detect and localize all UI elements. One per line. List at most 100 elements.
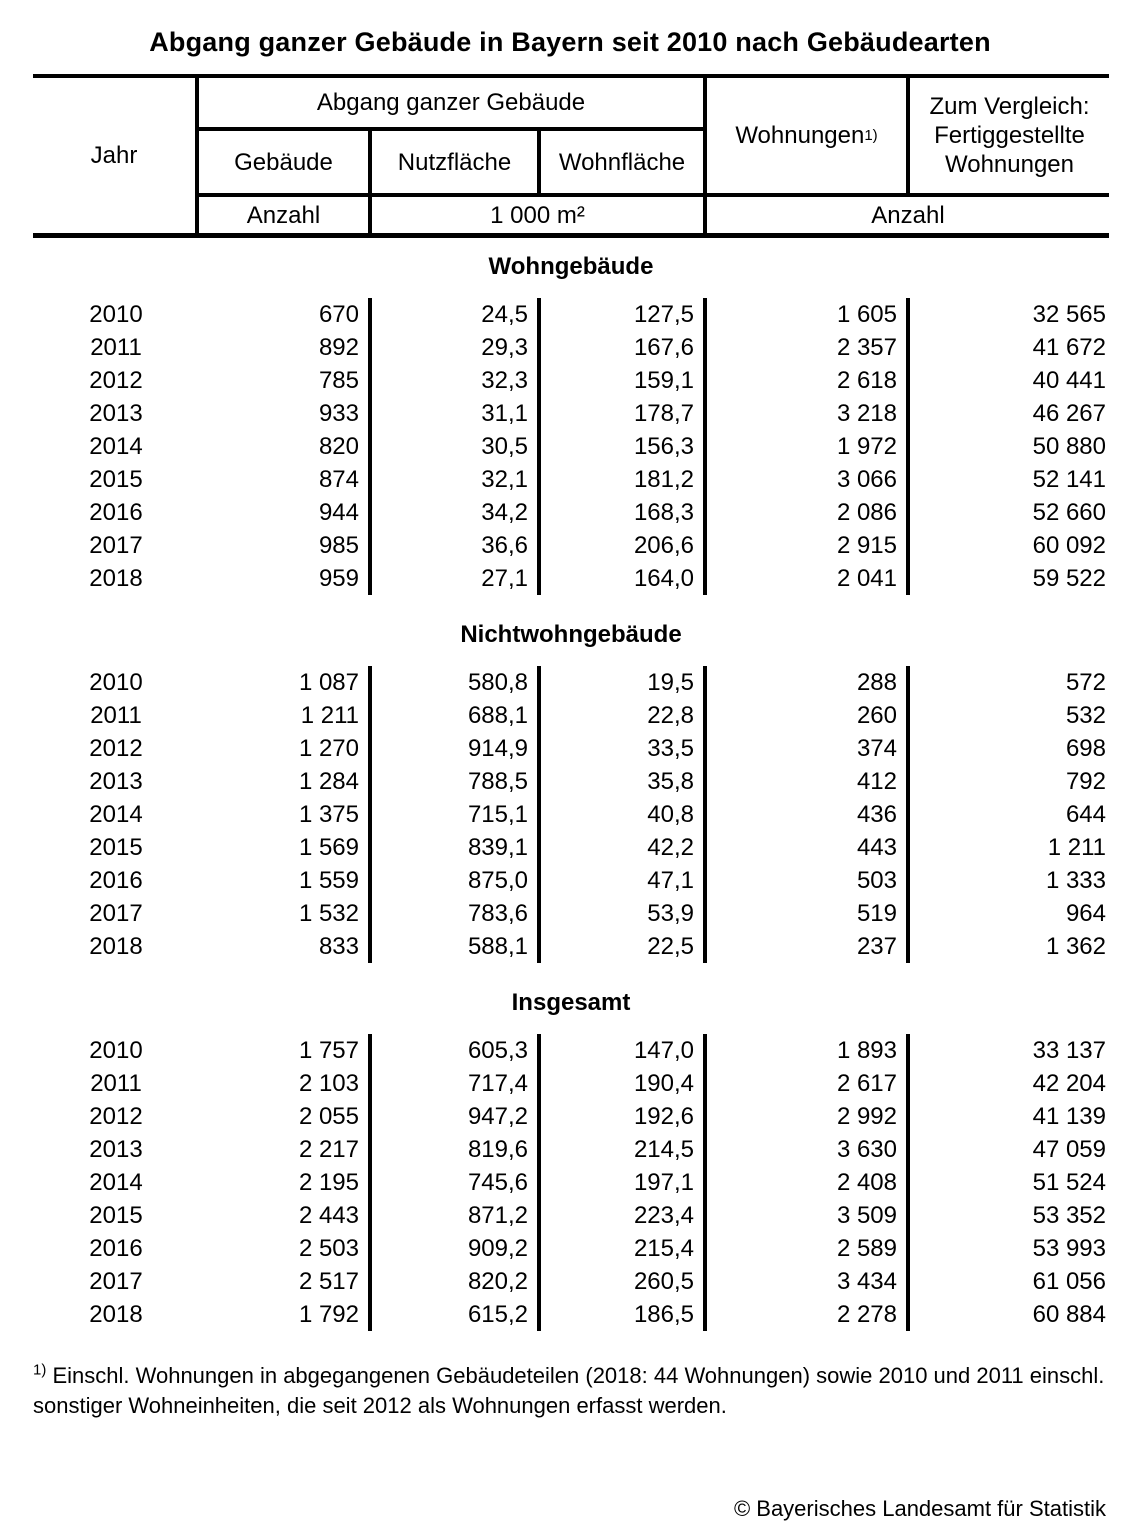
cell-fertiggestellte: 46 267	[1032, 400, 1106, 427]
cell-nutzflaeche: 717,4	[372, 1067, 541, 1100]
cell-gebaeude: 2 195	[199, 1166, 372, 1199]
table-row: 2016 2 503 909,2 215,4 2 589 53 993	[33, 1232, 1109, 1265]
cell-wohnflaeche: 53,9	[541, 897, 707, 930]
table-body: Wohngebäude 2010 670 24,5 127,5 1 605 32 565 20…	[0, 253, 1140, 1331]
cell-gebaeude: 670	[199, 298, 372, 331]
cell-gebaeude: 874	[199, 463, 372, 496]
cell-nutzflaeche: 30,5	[372, 430, 541, 463]
cell-year: 2015	[89, 466, 143, 493]
cell-wohnflaeche: 168,3	[541, 496, 707, 529]
table-row: 2014 820 30,5 156,3 1 972 50 880	[33, 430, 1109, 463]
cell-gebaeude: 1 211	[199, 699, 372, 732]
table-row: 2013 2 217 819,6 214,5 3 630 47 059	[33, 1133, 1109, 1166]
cell-wohnungen: 2 041	[707, 562, 910, 595]
cell-wohnungen: 2 618	[707, 364, 910, 397]
cell-wohnflaeche: 215,4	[541, 1232, 707, 1265]
cell-gebaeude: 1 087	[199, 666, 372, 699]
table-row: 2015 2 443 871,2 223,4 3 509 53 352	[33, 1199, 1109, 1232]
cell-wohnflaeche: 167,6	[541, 331, 707, 364]
table-section: Nichtwohngebäude 2010 1 087 580,8 19,5 288 572…	[0, 621, 1140, 963]
cell-wohnflaeche: 35,8	[541, 765, 707, 798]
table-row: 2013 933 31,1 178,7 3 218 46 267	[33, 397, 1109, 430]
cell-fertiggestellte: 964	[1065, 900, 1106, 927]
cell-wohnflaeche: 147,0	[541, 1034, 707, 1067]
cell-year: 2016	[89, 499, 143, 526]
cell-nutzflaeche: 839,1	[372, 831, 541, 864]
cell-fertiggestellte: 52 141	[1032, 466, 1106, 493]
cell-year: 2013	[89, 768, 143, 795]
cell-fertiggestellte: 60 884	[1032, 1301, 1106, 1328]
cell-fertiggestellte: 41 139	[1032, 1103, 1106, 1130]
unit-anzahl-gebaeude: Anzahl	[199, 197, 372, 233]
cell-year: 2018	[89, 565, 143, 592]
cell-year: 2011	[90, 334, 142, 361]
cell-wohnflaeche: 33,5	[541, 732, 707, 765]
cell-nutzflaeche: 715,1	[372, 798, 541, 831]
footnote: 1) Einschl. Wohnungen in abgegangenen Ge…	[33, 1361, 1111, 1421]
cell-fertiggestellte: 33 137	[1032, 1037, 1106, 1064]
table-row: 2011 892 29,3 167,6 2 357 41 672	[33, 331, 1109, 364]
cell-year: 2014	[89, 433, 143, 460]
cell-fertiggestellte: 61 056	[1032, 1268, 1106, 1295]
table-row: 2010 1 087 580,8 19,5 288 572	[33, 666, 1109, 699]
cell-year: 2013	[89, 400, 143, 427]
cell-wohnungen: 2 278	[707, 1298, 910, 1331]
table-row: 2017 1 532 783,6 53,9 519 964	[33, 897, 1109, 930]
cell-wohnungen: 1 893	[707, 1034, 910, 1067]
section-rows: 2010 1 087 580,8 19,5 288 572 2011 1 211 688,1 22…	[0, 666, 1140, 963]
cell-gebaeude: 1 284	[199, 765, 372, 798]
cell-wohnungen: 1 972	[707, 430, 910, 463]
table-row: 2018 1 792 615,2 186,5 2 278 60 884	[33, 1298, 1109, 1331]
cell-fertiggestellte: 60 092	[1032, 532, 1106, 559]
table-row: 2012 785 32,3 159,1 2 618 40 441	[33, 364, 1109, 397]
table-row: 2014 1 375 715,1 40,8 436 644	[33, 798, 1109, 831]
cell-nutzflaeche: 27,1	[372, 562, 541, 595]
wohnungen-label: Wohnungen	[735, 122, 865, 149]
cell-fertiggestellte: 53 352	[1032, 1202, 1106, 1229]
cell-year: 2018	[89, 1301, 143, 1328]
section-title: Insgesamt	[511, 989, 631, 1016]
page-title: Abgang ganzer Gebäude in Bayern seit 201…	[149, 27, 991, 57]
cell-year: 2015	[89, 834, 143, 861]
table-row: 2016 944 34,2 168,3 2 086 52 660	[33, 496, 1109, 529]
cell-nutzflaeche: 947,2	[372, 1100, 541, 1133]
cell-gebaeude: 1 559	[199, 864, 372, 897]
cell-fertiggestellte: 792	[1065, 768, 1106, 795]
table-row: 2018 833 588,1 22,5 237 1 362	[33, 930, 1109, 963]
cell-wohnungen: 374	[707, 732, 910, 765]
cell-wohnflaeche: 190,4	[541, 1067, 707, 1100]
cell-gebaeude: 959	[199, 562, 372, 595]
column-header-wohnflaeche: Wohnfläche	[541, 131, 707, 197]
cell-wohnungen: 260	[707, 699, 910, 732]
table-row: 2015 874 32,1 181,2 3 066 52 141	[33, 463, 1109, 496]
cell-nutzflaeche: 819,6	[372, 1133, 541, 1166]
cell-wohnungen: 3 509	[707, 1199, 910, 1232]
cell-gebaeude: 933	[199, 397, 372, 430]
cell-gebaeude: 820	[199, 430, 372, 463]
cell-wohnungen: 2 408	[707, 1166, 910, 1199]
cell-year: 2017	[89, 1268, 143, 1295]
table-row: 2010 1 757 605,3 147,0 1 893 33 137	[33, 1034, 1109, 1067]
table-row: 2018 959 27,1 164,0 2 041 59 522	[33, 562, 1109, 595]
cell-gebaeude: 944	[199, 496, 372, 529]
cell-fertiggestellte: 52 660	[1032, 499, 1106, 526]
table-row: 2015 1 569 839,1 42,2 443 1 211	[33, 831, 1109, 864]
table-header: Jahr Abgang ganzer Gebäude Wohnungen 1) Z…	[33, 74, 1109, 238]
table-row: 2017 985 36,6 206,6 2 915 60 092	[33, 529, 1109, 562]
table-row: 2016 1 559 875,0 47,1 503 1 333	[33, 864, 1109, 897]
cell-wohnungen: 443	[707, 831, 910, 864]
cell-year: 2013	[89, 1136, 143, 1163]
cell-nutzflaeche: 745,6	[372, 1166, 541, 1199]
cell-fertiggestellte: 50 880	[1032, 433, 1106, 460]
cell-wohnungen: 2 915	[707, 529, 910, 562]
cell-nutzflaeche: 909,2	[372, 1232, 541, 1265]
cell-wohnungen: 412	[707, 765, 910, 798]
cell-year: 2012	[89, 735, 143, 762]
cell-nutzflaeche: 36,6	[372, 529, 541, 562]
cell-wohnungen: 2 992	[707, 1100, 910, 1133]
cell-fertiggestellte: 1 333	[1045, 867, 1106, 894]
cell-wohnungen: 3 218	[707, 397, 910, 430]
table-row: 2012 2 055 947,2 192,6 2 992 41 139	[33, 1100, 1109, 1133]
cell-nutzflaeche: 914,9	[372, 732, 541, 765]
section-rows: 2010 670 24,5 127,5 1 605 32 565 2011 892 29,3 16…	[0, 298, 1140, 595]
